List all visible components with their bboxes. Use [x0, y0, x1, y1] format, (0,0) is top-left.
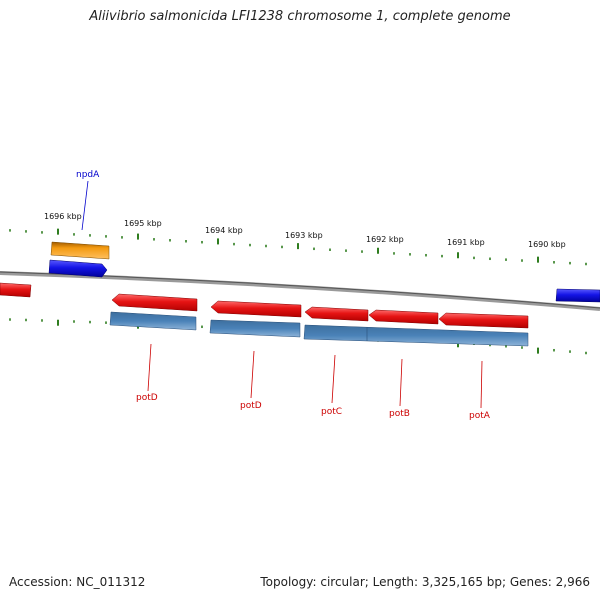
tick-label-1695: 1695 kbp: [124, 219, 162, 228]
chromosome-backbone: [0, 271, 600, 311]
gene-potB[interactable]: [368, 309, 439, 325]
label-npdA[interactable]: npdA: [76, 170, 100, 180]
cds-potD-2[interactable]: [209, 319, 301, 338]
leader-potD-2: [250, 350, 255, 399]
leader-npdA: [81, 180, 89, 231]
gene-potA[interactable]: [438, 312, 529, 329]
gene-potD-2[interactable]: [210, 300, 302, 318]
tick-label-1694: 1694 kbp: [205, 226, 243, 235]
label-potC[interactable]: potC: [321, 407, 342, 417]
accession-text: Accession: NC_011312: [9, 575, 146, 589]
topology-summary: Topology: circular; Length: 3,325,165 bp…: [260, 575, 590, 589]
gene-right-partial[interactable]: [555, 288, 600, 303]
label-potD-2[interactable]: potD: [240, 401, 262, 411]
tick-label-1692: 1692 kbp: [366, 235, 404, 244]
tick-row-upper: [9, 228, 587, 266]
tick-label-1690: 1690 kbp: [528, 240, 566, 249]
label-potA[interactable]: potA: [469, 411, 491, 421]
leader-potC: [331, 354, 336, 404]
tick-label-1691: 1691 kbp: [447, 238, 485, 247]
label-potD-1[interactable]: potD: [136, 393, 158, 403]
leader-potB: [399, 358, 403, 407]
tick-label-1693: 1693 kbp: [285, 231, 323, 240]
gene-orange-feature[interactable]: [50, 241, 110, 260]
leader-potA: [480, 360, 483, 409]
gene-potD-1[interactable]: [111, 293, 198, 312]
gene-potC[interactable]: [304, 306, 369, 322]
cds-potC-potB-potA[interactable]: [303, 324, 529, 347]
tick-label-1696: 1696 kbp: [44, 212, 82, 221]
gene-left-partial[interactable]: [0, 282, 32, 298]
gene-npdA[interactable]: [48, 259, 108, 278]
cds-potD-1[interactable]: [109, 311, 197, 331]
map-title: Aliivibrio salmonicida LFI1238 chromosom…: [89, 9, 511, 24]
label-potB[interactable]: potB: [389, 409, 410, 419]
leader-potD-1: [147, 343, 152, 392]
